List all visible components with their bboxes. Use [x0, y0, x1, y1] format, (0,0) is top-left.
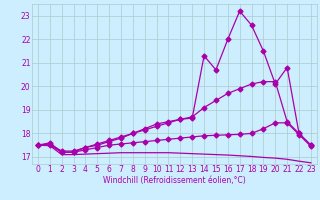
- X-axis label: Windchill (Refroidissement éolien,°C): Windchill (Refroidissement éolien,°C): [103, 176, 246, 185]
